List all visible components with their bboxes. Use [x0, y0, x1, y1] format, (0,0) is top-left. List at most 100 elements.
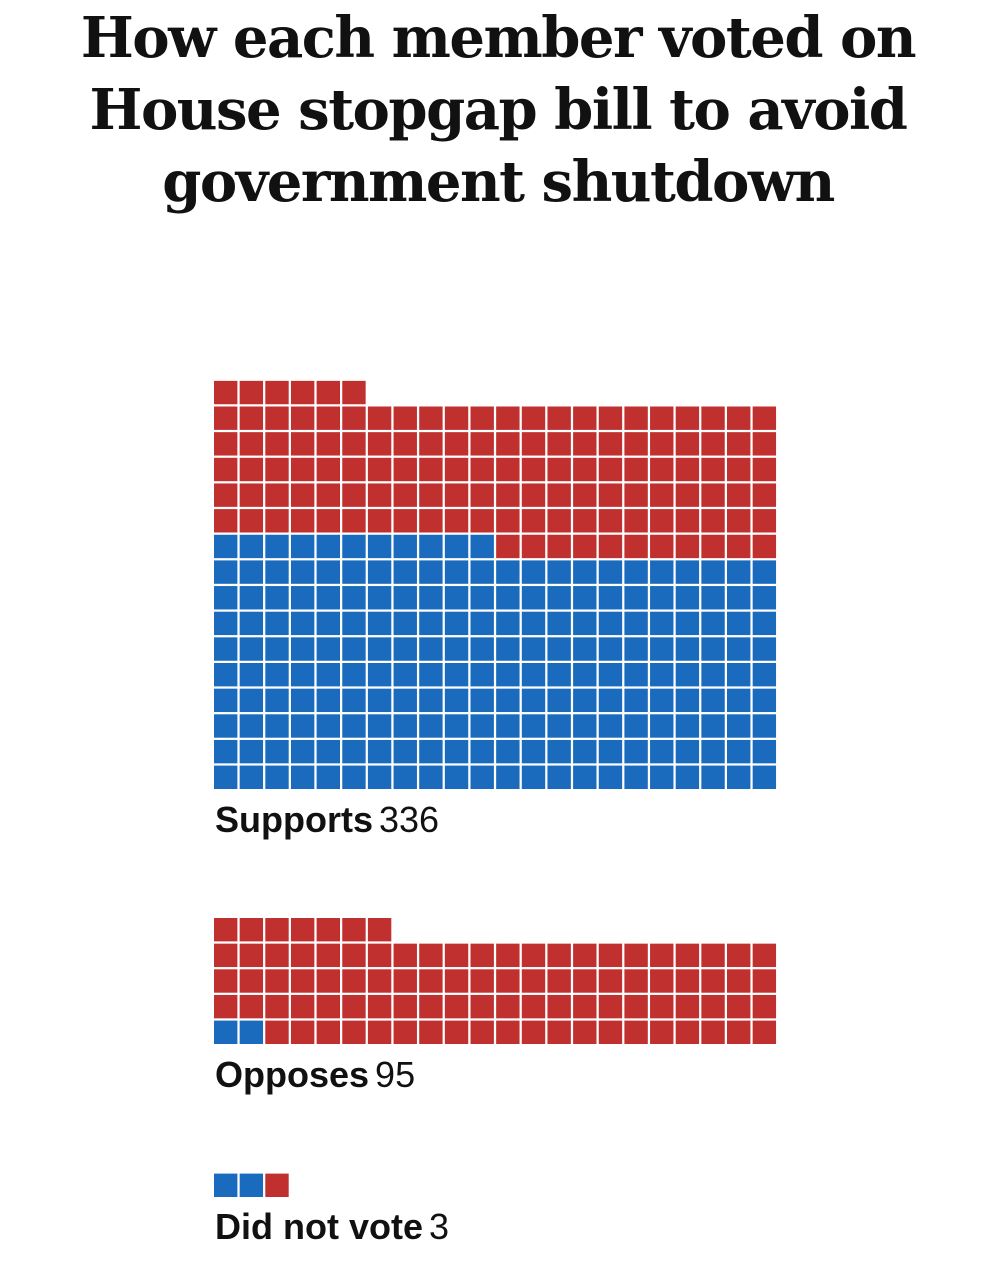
supports-republican-square: [214, 509, 238, 533]
supports-republican-square: [521, 406, 546, 430]
supports-democrat-square: [393, 637, 417, 661]
did-not-vote-count: 3: [428, 1206, 450, 1247]
opposes-republican-square: [496, 943, 520, 968]
supports-democrat-square: [624, 739, 648, 764]
supports-republican-square: [342, 406, 366, 430]
supports-democrat-square: [419, 586, 443, 610]
supports-republican-square: [367, 483, 392, 507]
supports-democrat-square: [573, 714, 597, 738]
supports-republican-square: [316, 483, 340, 507]
supports-democrat-square: [573, 688, 597, 713]
opposes-republican-square: [239, 918, 264, 942]
supports-republican-square: [470, 509, 494, 533]
opposes-republican-square: [419, 1020, 443, 1044]
supports-republican-square: [573, 509, 597, 533]
supports-republican-square: [624, 483, 648, 507]
supports-republican-square: [727, 406, 751, 430]
supports-democrat-square: [547, 688, 571, 713]
did-not-vote-democrat-square: [239, 1173, 264, 1197]
supports-republican-square: [521, 432, 546, 456]
supports-republican-square: [650, 457, 674, 482]
opposes-republican-square: [316, 969, 340, 993]
supports-republican-square: [342, 509, 366, 533]
opposes-republican-square: [470, 994, 494, 1019]
opposes-republican-square: [367, 1020, 392, 1044]
opposes-republican-square: [675, 1020, 700, 1044]
supports-republican-square: [650, 406, 674, 430]
supports-democrat-square: [367, 688, 392, 713]
supports-democrat-square: [290, 739, 315, 764]
opposes-republican-square: [393, 943, 417, 968]
supports-republican-square: [547, 509, 571, 533]
supports-democrat-square: [521, 688, 546, 713]
supports-republican-square: [367, 457, 392, 482]
supports-democrat-square: [752, 637, 777, 661]
supports-republican-square: [444, 457, 469, 482]
supports-republican-square: [727, 483, 751, 507]
supports-democrat-square: [701, 586, 725, 610]
opposes-republican-square: [701, 969, 725, 993]
supports-democrat-square: [675, 663, 700, 687]
supports-democrat-square: [444, 611, 469, 636]
opposes-label: Opposes 95: [215, 1055, 415, 1095]
supports-democrat-square: [470, 560, 494, 584]
supports-democrat-square: [624, 560, 648, 584]
supports-democrat-square: [727, 688, 751, 713]
supports-republican-square: [727, 509, 751, 533]
supports-democrat-square: [419, 560, 443, 584]
supports-democrat-square: [650, 765, 674, 789]
opposes-republican-square: [573, 943, 597, 968]
supports-democrat-square: [650, 560, 674, 584]
supports-democrat-square: [470, 637, 494, 661]
supports-democrat-square: [367, 637, 392, 661]
supports-democrat-square: [342, 765, 366, 789]
supports-democrat-square: [470, 534, 494, 559]
supports-democrat-square: [727, 637, 751, 661]
supports-democrat-square: [547, 611, 571, 636]
opposes-republican-square: [239, 994, 264, 1019]
supports-democrat-square: [393, 688, 417, 713]
opposes-republican-square: [521, 969, 546, 993]
supports-democrat-square: [547, 586, 571, 610]
opposes-republican-square: [650, 943, 674, 968]
supports-democrat-square: [598, 586, 623, 610]
supports-republican-square: [496, 406, 520, 430]
supports-republican-square: [290, 406, 315, 430]
supports-democrat-square: [290, 611, 315, 636]
supports-democrat-square: [265, 688, 289, 713]
supports-democrat-square: [752, 586, 777, 610]
supports-democrat-square: [650, 611, 674, 636]
supports-democrat-square: [214, 611, 238, 636]
opposes-republican-square: [342, 1020, 366, 1044]
supports-republican-square: [701, 509, 725, 533]
supports-democrat-square: [239, 637, 264, 661]
supports-republican-square: [239, 406, 264, 430]
supports-democrat-square: [573, 739, 597, 764]
supports-republican-square: [675, 457, 700, 482]
supports-republican-square: [521, 509, 546, 533]
opposes-republican-square: [701, 994, 725, 1019]
supports-democrat-square: [367, 586, 392, 610]
opposes-republican-square: [547, 1020, 571, 1044]
supports-democrat-square: [675, 739, 700, 764]
supports-republican-square: [752, 432, 777, 456]
supports-republican-square: [752, 406, 777, 430]
opposes-republican-square: [727, 1020, 751, 1044]
supports-democrat-square: [470, 739, 494, 764]
supports-democrat-square: [419, 637, 443, 661]
supports-democrat-square: [496, 560, 520, 584]
opposes-republican-square: [342, 943, 366, 968]
opposes-republican-square: [316, 1020, 340, 1044]
supports-republican-square: [624, 534, 648, 559]
opposes-republican-square: [598, 994, 623, 1019]
supports-label: Supports 336: [215, 800, 439, 840]
supports-democrat-square: [444, 637, 469, 661]
supports-republican-square: [290, 457, 315, 482]
supports-republican-square: [239, 483, 264, 507]
opposes-republican-square: [470, 1020, 494, 1044]
supports-democrat-square: [214, 688, 238, 713]
supports-democrat-square: [521, 739, 546, 764]
supports-republican-square: [573, 432, 597, 456]
did-not-vote-republican-square: [265, 1173, 289, 1197]
supports-republican-square: [367, 406, 392, 430]
